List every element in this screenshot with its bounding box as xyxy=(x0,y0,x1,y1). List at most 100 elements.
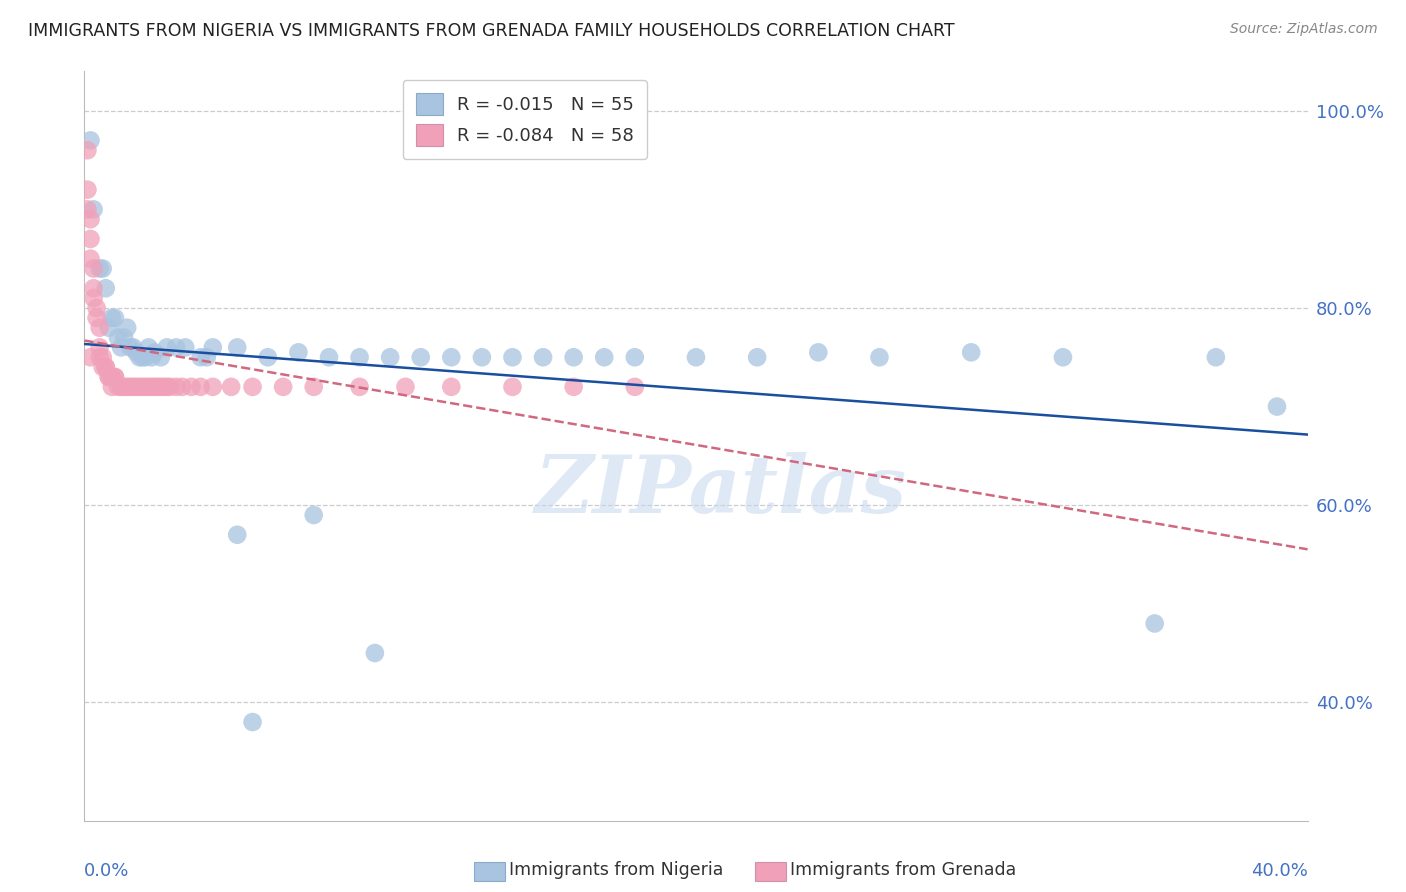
Point xyxy=(153,380,176,394)
Point xyxy=(79,212,101,227)
Point xyxy=(125,380,148,394)
Point xyxy=(174,340,197,354)
Point xyxy=(89,261,111,276)
Point xyxy=(104,370,127,384)
Point xyxy=(807,345,830,359)
Point xyxy=(138,380,160,394)
Point xyxy=(165,340,187,354)
Point xyxy=(502,351,524,365)
Point xyxy=(91,351,114,365)
Point xyxy=(960,345,983,359)
Point xyxy=(120,340,142,354)
Text: IMMIGRANTS FROM NIGERIA VS IMMIGRANTS FROM GRENADA FAMILY HOUSEHOLDS CORRELATION: IMMIGRANTS FROM NIGERIA VS IMMIGRANTS FR… xyxy=(28,22,955,40)
Point xyxy=(440,351,463,365)
Point xyxy=(97,370,120,384)
Point xyxy=(125,345,148,359)
Text: Immigrants from Grenada: Immigrants from Grenada xyxy=(790,861,1017,879)
Point xyxy=(79,351,101,365)
Point xyxy=(135,351,157,365)
Point xyxy=(86,301,108,315)
Point xyxy=(502,380,524,394)
Text: 0.0%: 0.0% xyxy=(84,862,129,880)
Point xyxy=(531,351,554,365)
Point xyxy=(128,351,150,365)
Point xyxy=(138,340,160,354)
Point xyxy=(143,345,166,359)
Point xyxy=(201,340,224,354)
Point xyxy=(135,380,157,394)
Point xyxy=(89,340,111,354)
Point xyxy=(747,351,769,365)
Point xyxy=(159,380,181,394)
Point xyxy=(302,380,325,394)
Point xyxy=(128,380,150,394)
Point xyxy=(165,380,187,394)
Point xyxy=(257,351,280,365)
Point xyxy=(471,351,494,365)
Point xyxy=(409,351,432,365)
Point xyxy=(97,370,120,384)
Text: 40.0%: 40.0% xyxy=(1251,862,1308,880)
Point xyxy=(101,380,124,394)
Point xyxy=(271,380,294,394)
Point xyxy=(149,380,172,394)
Point xyxy=(380,351,402,365)
Text: Source: ZipAtlas.com: Source: ZipAtlas.com xyxy=(1230,22,1378,37)
Point xyxy=(349,351,371,365)
Point xyxy=(624,351,647,365)
Point xyxy=(91,360,114,375)
Point xyxy=(94,360,117,375)
Point xyxy=(83,261,105,276)
Point xyxy=(141,380,163,394)
Point xyxy=(562,380,585,394)
Text: ZIPatlas: ZIPatlas xyxy=(534,452,907,530)
Point xyxy=(115,320,138,334)
Point xyxy=(201,380,224,394)
Point xyxy=(226,340,249,354)
Point xyxy=(394,380,416,394)
Point xyxy=(112,330,135,344)
Point xyxy=(94,281,117,295)
Point xyxy=(440,380,463,394)
Point xyxy=(89,351,111,365)
Point xyxy=(104,310,127,325)
Point xyxy=(110,340,132,354)
Point xyxy=(79,232,101,246)
Legend: R = -0.015   N = 55, R = -0.084   N = 58: R = -0.015 N = 55, R = -0.084 N = 58 xyxy=(404,80,647,159)
Point xyxy=(141,351,163,365)
Point xyxy=(1143,616,1166,631)
Point xyxy=(1052,351,1074,365)
Point xyxy=(94,360,117,375)
Point xyxy=(107,330,129,344)
Point xyxy=(131,380,153,394)
Point xyxy=(593,351,616,365)
Point xyxy=(86,310,108,325)
Point xyxy=(79,133,101,147)
Point xyxy=(242,380,264,394)
Point xyxy=(104,370,127,384)
Point xyxy=(110,380,132,394)
Point xyxy=(149,351,172,365)
Point xyxy=(226,527,249,541)
Point xyxy=(83,291,105,305)
Point xyxy=(364,646,387,660)
Point xyxy=(349,380,371,394)
Point xyxy=(156,340,179,354)
Point xyxy=(1265,400,1288,414)
Point xyxy=(79,252,101,266)
Point xyxy=(122,340,145,354)
Point xyxy=(76,143,98,157)
Point xyxy=(112,380,135,394)
Point xyxy=(562,351,585,365)
Point xyxy=(101,310,124,325)
Text: Immigrants from Nigeria: Immigrants from Nigeria xyxy=(509,861,723,879)
Point xyxy=(122,380,145,394)
Point xyxy=(76,183,98,197)
Point xyxy=(190,351,212,365)
Point xyxy=(83,281,105,295)
Point xyxy=(156,380,179,394)
Point xyxy=(76,202,98,217)
Point xyxy=(97,320,120,334)
Point xyxy=(120,380,142,394)
Point xyxy=(242,714,264,729)
